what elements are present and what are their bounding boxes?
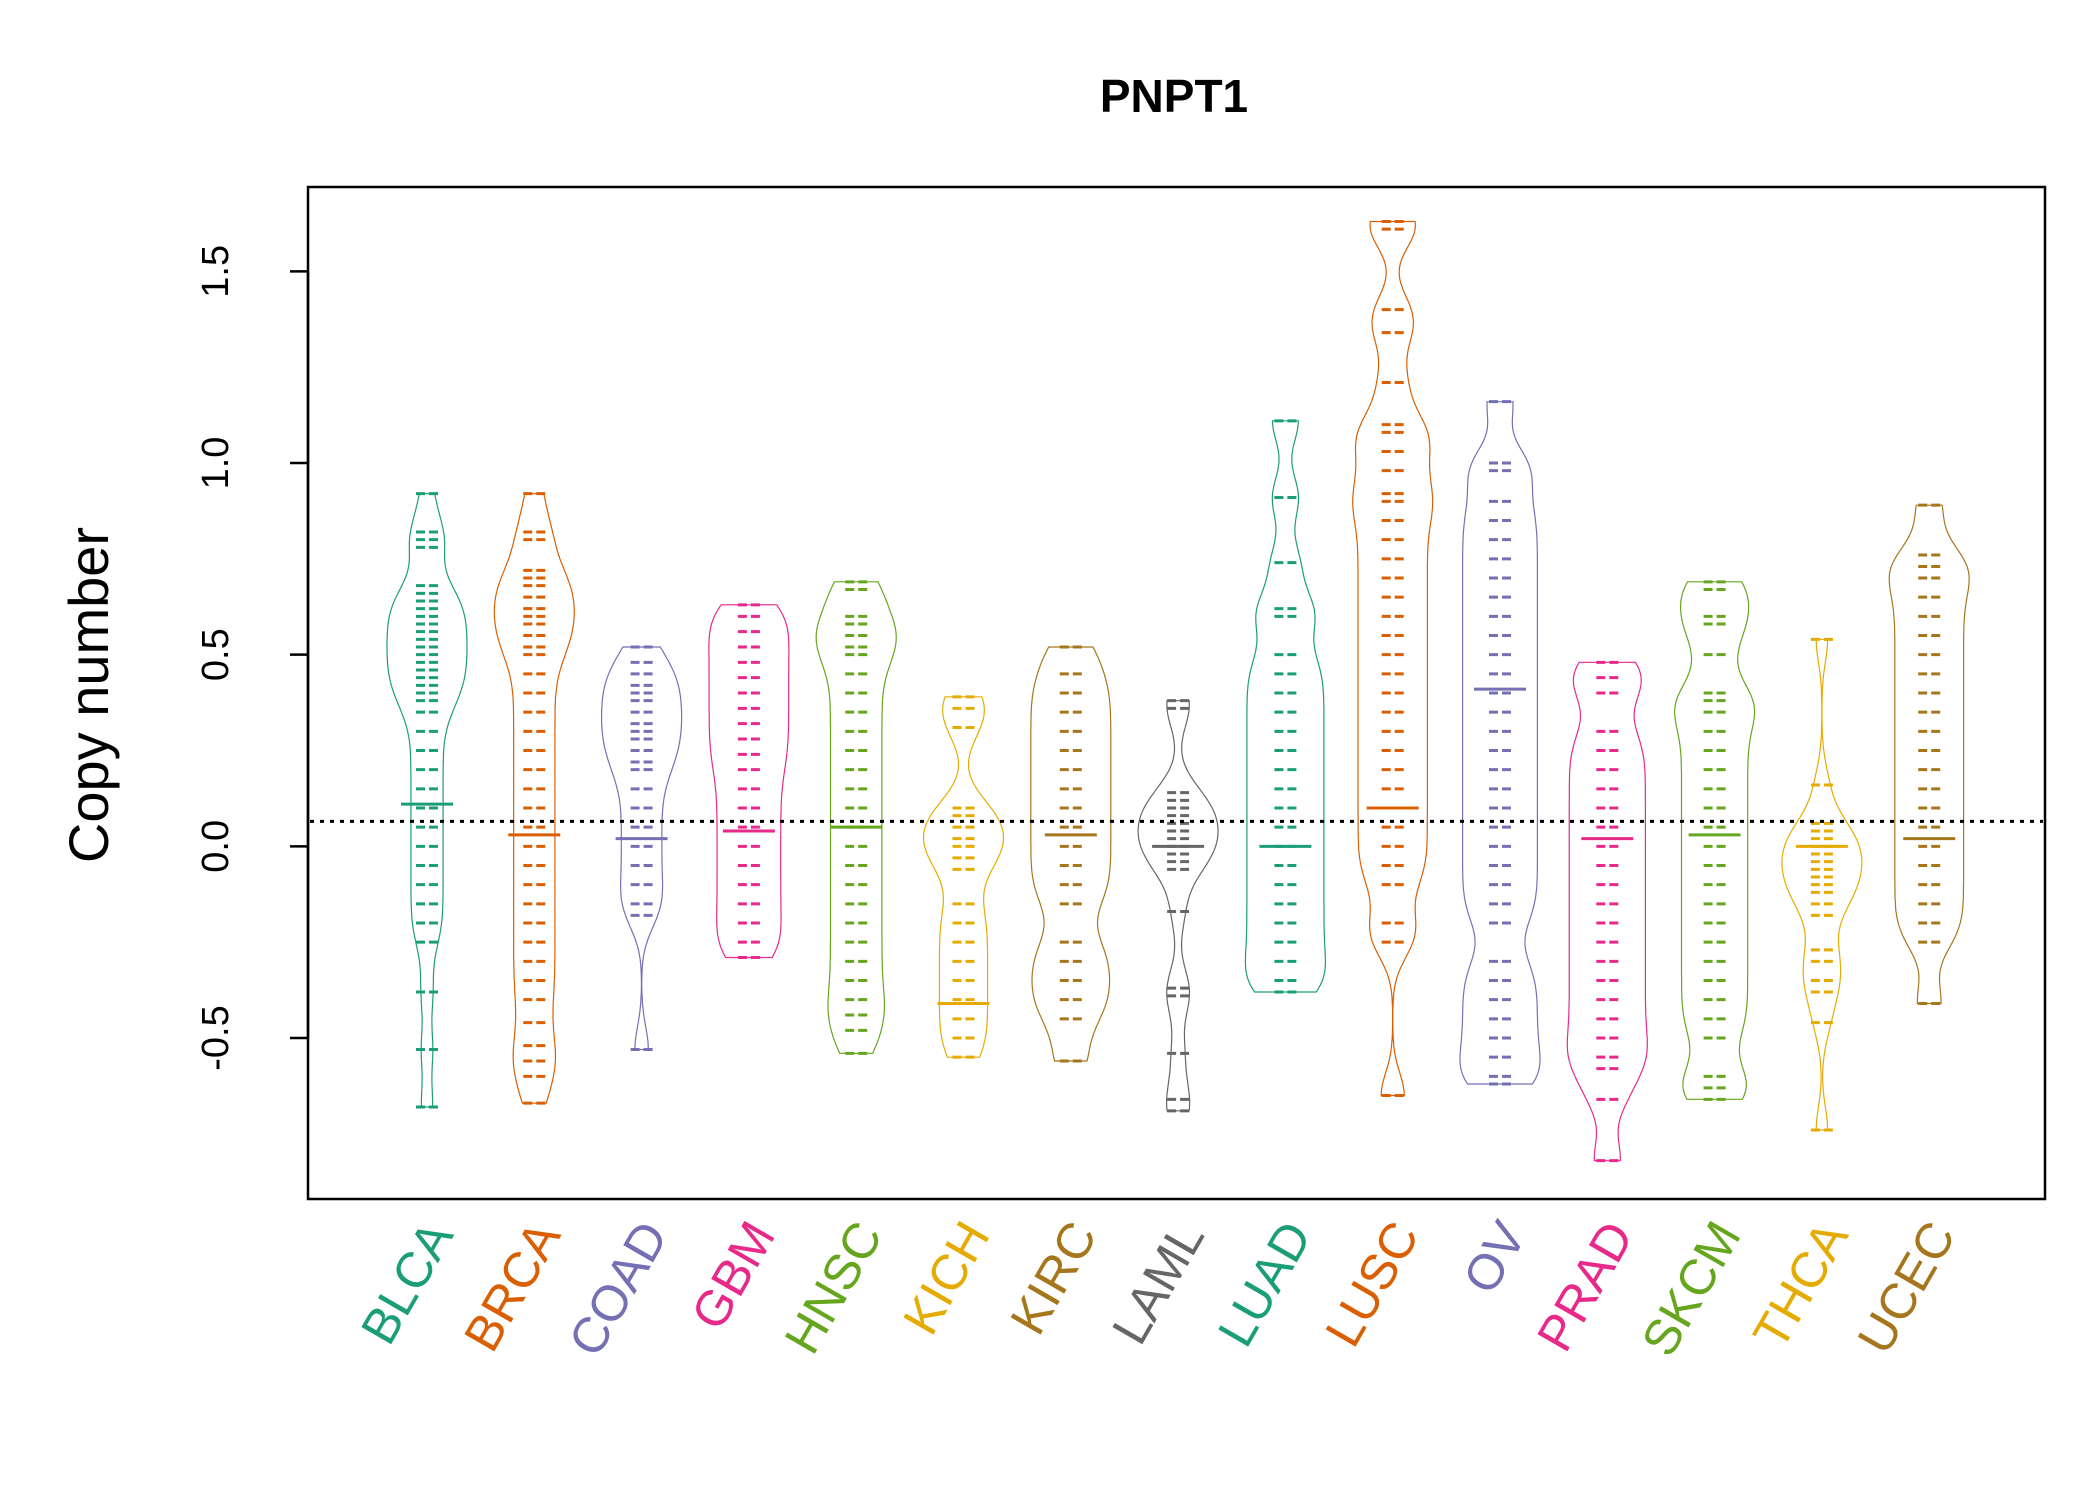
bean-density — [708, 604, 790, 959]
bean-prad — [1566, 660, 1648, 1163]
bean-density — [1888, 504, 1970, 1005]
bean-kich — [922, 695, 1005, 1059]
x-tick-label-ov: OV — [1452, 1212, 1537, 1303]
bean-lusc — [1352, 220, 1434, 1097]
bean-density — [1566, 661, 1648, 1162]
bean-brca — [493, 492, 575, 1105]
bean-ucec — [1888, 503, 1970, 1005]
bean-density — [1673, 581, 1756, 1100]
bean-density — [1137, 700, 1219, 1112]
x-tick-label-coad: COAD — [558, 1212, 679, 1365]
y-tick-label: 1.5 — [195, 245, 237, 298]
x-tick-label-luad: LUAD — [1207, 1212, 1322, 1356]
bean-blca — [386, 492, 468, 1109]
x-tick-label-thca: THCA — [1742, 1212, 1859, 1358]
plot-frame — [306, 185, 2047, 1201]
bean-ov — [1459, 400, 1541, 1086]
bean-gbm — [708, 603, 790, 959]
y-tick-label: 1.0 — [195, 437, 237, 490]
bean-density — [1459, 401, 1541, 1085]
x-tick-label-skcm: SKCM — [1631, 1212, 1752, 1365]
y-tick-label: 0.0 — [195, 820, 237, 873]
x-tick-label-kich: KICH — [892, 1212, 1000, 1343]
bean-density — [922, 696, 1005, 1058]
bean-density — [1244, 420, 1327, 993]
bean-density — [815, 581, 897, 1054]
bean-density — [601, 646, 683, 1051]
x-tick-label-ucec: UCEC — [1847, 1212, 1966, 1363]
x-tick-label-laml: LAML — [1101, 1212, 1215, 1353]
bean-laml — [1137, 699, 1219, 1113]
y-tick-label: -0.5 — [195, 1005, 237, 1070]
x-tick-label-hnsc: HNSC — [774, 1212, 893, 1363]
bean-coad — [601, 645, 683, 1051]
bean-layer — [386, 220, 1970, 1163]
x-tick-label-kirc: KIRC — [1000, 1212, 1108, 1343]
bean-luad — [1244, 419, 1327, 994]
bean-density — [386, 493, 468, 1108]
bean-thca — [1781, 637, 1863, 1132]
x-tick-label-brca: BRCA — [453, 1212, 571, 1361]
chart-title: PNPT1 — [1100, 70, 1248, 122]
y-tick-label: 0.5 — [195, 628, 237, 681]
bean-density — [493, 493, 575, 1104]
y-axis: -0.5 0.0 0.5 1.0 1.5 — [195, 245, 310, 1071]
x-tick-label-gbm: GBM — [680, 1212, 785, 1339]
bean-skcm — [1673, 580, 1756, 1101]
bean-hnsc — [815, 580, 897, 1055]
x-tick-label-lusc: LUSC — [1314, 1212, 1429, 1356]
x-tick-label-prad: PRAD — [1526, 1212, 1644, 1360]
x-tick-label-blca: BLCA — [350, 1212, 464, 1354]
bean-kirc — [1030, 645, 1112, 1063]
bean-density — [1781, 638, 1863, 1131]
bean-density — [1352, 220, 1434, 1097]
bean-density — [1030, 646, 1112, 1062]
y-axis-label: Copy number — [57, 527, 120, 863]
